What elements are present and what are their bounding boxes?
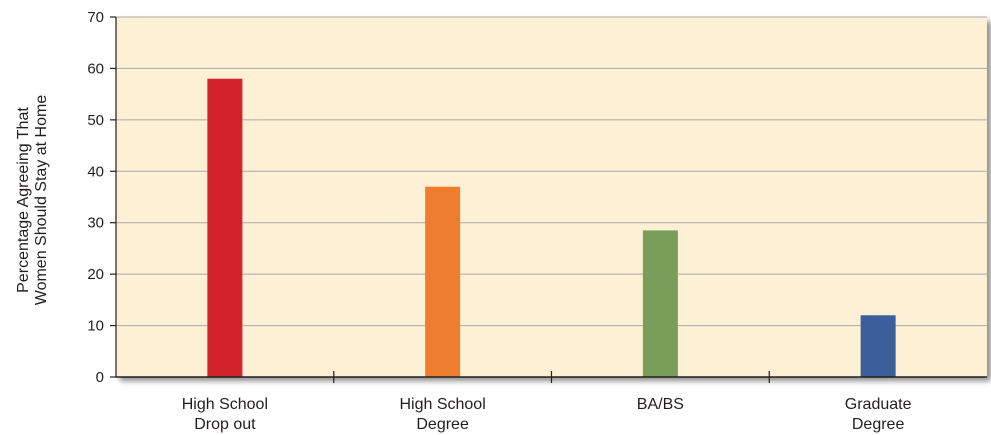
y-tick-label: 60 bbox=[87, 60, 104, 77]
bar bbox=[860, 315, 896, 377]
x-tick-label: Graduate Degree bbox=[845, 396, 912, 433]
plot-area bbox=[116, 17, 987, 377]
y-tick-label: 40 bbox=[87, 163, 104, 180]
bar bbox=[642, 230, 678, 377]
x-axis-tick-labels: High School Drop out High School Degree BA/B… bbox=[182, 396, 912, 433]
y-tick-label: 70 bbox=[87, 9, 104, 26]
x-tick-label: BA/BS bbox=[637, 396, 684, 413]
x-tick-label: High School Drop out bbox=[182, 396, 268, 433]
bar bbox=[425, 186, 461, 377]
bars bbox=[207, 78, 896, 377]
bar bbox=[207, 78, 243, 377]
y-tick-label: 50 bbox=[87, 112, 104, 129]
y-axis-ticks: 0 10 20 30 40 50 60 70 bbox=[87, 9, 117, 386]
x-tick-label: High School Degree bbox=[399, 396, 485, 433]
gridlines bbox=[116, 16, 987, 327]
y-tick-label: 0 bbox=[96, 369, 104, 386]
plot-background bbox=[116, 17, 987, 377]
y-tick-label: 30 bbox=[87, 215, 104, 232]
y-tick-label: 10 bbox=[87, 318, 104, 335]
y-tick-label: 20 bbox=[87, 266, 104, 283]
x-axis bbox=[116, 371, 987, 383]
